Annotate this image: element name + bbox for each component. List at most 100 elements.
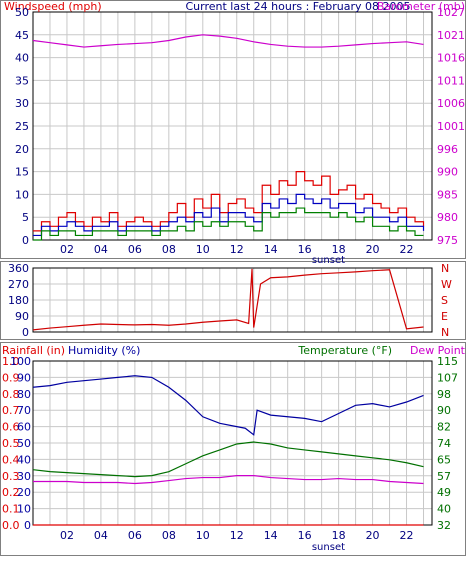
direction-y-tick-label: 270 — [8, 278, 29, 291]
direction-y-tick-label: 180 — [8, 294, 29, 307]
barometer-y-tick-label: 1011 — [437, 74, 465, 87]
wind-y-tick-label: 0 — [22, 234, 29, 247]
env-x-tick-label: 10 — [196, 529, 210, 542]
compass-tick-label: S — [441, 294, 448, 307]
rainfall-y-tick-label: 0.8 — [2, 388, 20, 401]
rainfall-y-tick-label: 0.6 — [2, 421, 20, 434]
humidity-line — [32, 375, 424, 436]
humidity-y-tick-label: 10 — [17, 503, 31, 516]
temperature-y-tick-label: 98 — [437, 388, 451, 401]
humidity-y-tick-label: 50 — [17, 437, 31, 450]
wind-y-tick-label: 45 — [15, 29, 29, 42]
wind-x-tick-label: 14 — [264, 243, 278, 256]
rainfall-y-tick-label: 0.4 — [2, 453, 20, 466]
temperature-line — [32, 441, 424, 478]
humidity-y-tick-label: 20 — [17, 486, 31, 499]
env-x-tick-label: 04 — [94, 529, 108, 542]
barometer-y-tick-label: 996 — [437, 143, 458, 156]
env-x-tick-label: 20 — [366, 529, 380, 542]
humidity-y-tick-label: 80 — [17, 388, 31, 401]
temperature-y-tick-label: 82 — [437, 421, 451, 434]
compass-tick-label: E — [441, 310, 448, 323]
dewpoint-line — [33, 475, 424, 485]
wind-y-tick-label: 5 — [22, 211, 29, 224]
humidity-y-tick-label: 90 — [17, 371, 31, 384]
wind-direction-line — [32, 268, 424, 331]
rainfall-y-tick-label: 0.9 — [2, 371, 20, 384]
barometer-y-tick-label: 1021 — [437, 29, 465, 42]
rainfall-y-tick-label: 0.2 — [2, 486, 20, 499]
humidity-y-tick-label: 60 — [17, 421, 31, 434]
rainfall-ylabel: Rainfall (in) — [2, 344, 65, 357]
wind-gust-line — [33, 193, 425, 237]
wind-x-tick-label: 20 — [366, 243, 380, 256]
humidity-y-tick-label: 70 — [17, 404, 31, 417]
wind-x-tick-label: 06 — [128, 243, 142, 256]
wind-x-tick-label: 04 — [94, 243, 108, 256]
wind-y-tick-label: 10 — [15, 188, 29, 201]
barometer-y-tick-label: 975 — [437, 234, 458, 247]
panel-frame-1 — [0, 0, 466, 259]
compass-tick-label: N — [441, 262, 449, 275]
wind-y-tick-label: 25 — [15, 120, 29, 133]
wind-x-tick-label: 02 — [60, 243, 74, 256]
compass-tick-label: W — [441, 278, 452, 291]
wind-x-tick-label: 08 — [162, 243, 176, 256]
direction-plot-frame — [32, 267, 433, 333]
wind-max-line — [33, 171, 425, 232]
env-x-tick-label: 18 — [332, 529, 346, 542]
wind-avg-line — [33, 207, 424, 241]
env-x-tick-label: 12 — [230, 529, 244, 542]
wind-x-tick-label: 18 — [332, 243, 346, 256]
temperature-y-tick-label: 40 — [437, 503, 451, 516]
wind-y-tick-label: 40 — [15, 52, 29, 65]
barometer-y-tick-label: 985 — [437, 188, 458, 201]
humidity-y-tick-label: 0 — [24, 519, 31, 532]
temperature-y-tick-label: 74 — [437, 437, 451, 450]
temperature-y-tick-label: 65 — [437, 453, 451, 466]
wind-y-tick-label: 15 — [15, 166, 29, 179]
wind-y-tick-label: 20 — [15, 143, 29, 156]
barometer-y-tick-label: 1027 — [437, 6, 465, 19]
temperature-y-tick-label: 115 — [437, 355, 458, 368]
wind-y-tick-label: 30 — [15, 97, 29, 110]
rainfall-y-tick-label: 0.1 — [2, 503, 20, 516]
panel-frame-3 — [0, 342, 466, 556]
rainfall-y-tick-label: 0.3 — [2, 470, 20, 483]
rainfall-y-tick-label: 1.0 — [2, 355, 20, 368]
wind-plot-frame — [32, 11, 433, 241]
wind-x-tick-label: 10 — [196, 243, 210, 256]
wind-x-tick-label: 16 — [298, 243, 312, 256]
temperature-y-tick-label: 57 — [437, 470, 451, 483]
direction-y-tick-label: 360 — [8, 262, 29, 275]
rainfall-y-tick-label: 0.0 — [2, 519, 20, 532]
temperature-ylabel: Temperature (°F) — [297, 344, 392, 357]
wind-ylabel: Windspeed (mph) — [4, 0, 102, 13]
wind-sunset-label: sunset — [312, 255, 345, 266]
barometer-y-tick-label: 1006 — [437, 97, 465, 110]
rainfall-y-tick-label: 0.7 — [2, 404, 20, 417]
temperature-y-tick-label: 32 — [437, 519, 451, 532]
env-x-tick-label: 16 — [298, 529, 312, 542]
wind-chart-title: Current last 24 hours : February 08 2005 — [186, 0, 411, 13]
env-sunset-label: sunset — [312, 542, 345, 553]
dewpoint-ylabel: Dew Point — [410, 344, 466, 357]
env-x-tick-label: 14 — [264, 529, 278, 542]
env-x-tick-label: 02 — [60, 529, 74, 542]
temperature-y-tick-label: 49 — [437, 486, 451, 499]
wind-x-tick-label: 12 — [230, 243, 244, 256]
barometer-y-tick-label: 1016 — [437, 52, 465, 65]
wind-y-tick-label: 35 — [15, 74, 29, 87]
temperature-y-tick-label: 90 — [437, 404, 451, 417]
humidity-y-tick-label: 30 — [17, 470, 31, 483]
barometer-ylabel: Barometer (mb) — [377, 0, 465, 13]
compass-tick-label: N — [441, 326, 449, 339]
humidity-ylabel: Humidity (%) — [68, 344, 140, 357]
wind-x-tick-label: 22 — [400, 243, 414, 256]
barometer-y-tick-label: 990 — [437, 166, 458, 179]
humidity-y-tick-label: 40 — [17, 453, 31, 466]
env-x-tick-label: 22 — [400, 529, 414, 542]
direction-y-tick-label: 0 — [22, 326, 29, 339]
